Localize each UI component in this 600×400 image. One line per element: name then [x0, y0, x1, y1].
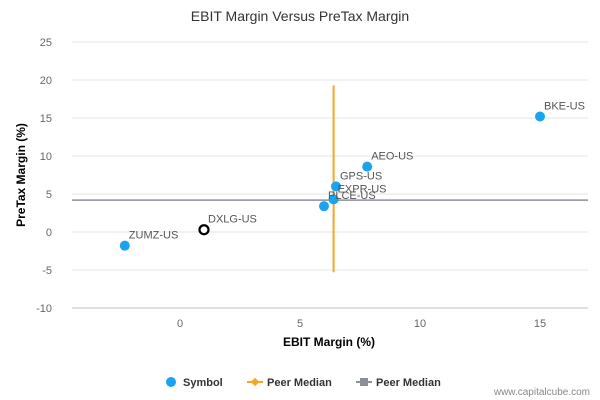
y-tick-label: -10 [36, 303, 52, 315]
point-label: GPS-US [340, 170, 382, 182]
data-point [331, 181, 341, 192]
watermark: www.capitalcube.com [493, 387, 590, 398]
chart-title: EBIT Margin Versus PreTax Margin [191, 8, 409, 24]
point-label: DXLG-US [208, 214, 257, 226]
grid-lines [72, 41, 588, 309]
x-tick-label: 15 [534, 318, 546, 330]
peer-median-lines [72, 85, 588, 273]
y-tick-label: 0 [46, 227, 52, 239]
y-tick-labels: -10 -5 0 5 10 15 20 25 [36, 37, 52, 315]
legend-gray-marker-icon [360, 378, 368, 386]
point-label: AEO-US [371, 151, 413, 163]
y-axis-title: PreTax Margin (%) [14, 123, 28, 227]
y-tick-label: 20 [40, 75, 52, 87]
x-tick-label: 0 [177, 318, 183, 330]
legend-label: Peer Median [376, 377, 441, 389]
data-point [328, 194, 339, 205]
data-point [119, 240, 130, 251]
legend-label: Symbol [183, 377, 223, 389]
legend-orange-marker-icon [250, 377, 260, 387]
data-point [362, 161, 373, 172]
point-label: EXPR-US [338, 183, 387, 195]
y-tick-label: 5 [46, 189, 52, 201]
x-tick-label: 5 [297, 318, 303, 330]
point-label: ZUMZ-US [129, 230, 179, 242]
y-tick-label: -5 [42, 265, 52, 277]
point-label: PLCE-US [328, 190, 376, 202]
legend-symbol-icon [166, 377, 176, 387]
data-point-highlight [198, 224, 210, 236]
data-point [535, 111, 545, 122]
legend-label: Peer Median [267, 377, 332, 389]
x-axis-title: EBIT Margin (%) [283, 335, 375, 349]
data-points [119, 111, 545, 251]
x-tick-label: 10 [414, 318, 426, 330]
point-label: BKE-US [544, 100, 585, 112]
legend: Symbol Peer Median Peer Median [166, 377, 441, 389]
y-tick-label: 10 [40, 151, 52, 163]
y-tick-label: 25 [40, 37, 52, 49]
y-tick-label: 15 [40, 113, 52, 125]
data-point [319, 201, 329, 212]
x-tick-labels: 0 5 10 15 [177, 318, 546, 330]
